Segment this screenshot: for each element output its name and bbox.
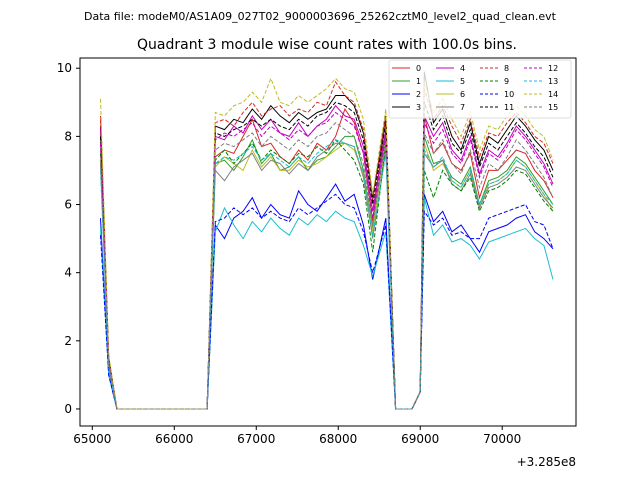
- legend-label-14: 14: [548, 90, 558, 99]
- series-line-1: [100, 132, 554, 410]
- legend-label-12: 12: [548, 64, 558, 73]
- legend-frame: [388, 59, 572, 119]
- x-axis: 65000 66000 67000 68000 69000 70000: [73, 426, 521, 446]
- series-line-14: [100, 77, 554, 410]
- chart-title: Quadrant 3 module wise count rates with …: [137, 37, 517, 53]
- plot-frame: [79, 57, 577, 427]
- y-tick-label: 4: [64, 266, 72, 280]
- series-line-9: [100, 138, 554, 410]
- legend-label-8: 8: [504, 64, 509, 73]
- series-line-15: [100, 122, 554, 410]
- x-tick-label: 65000: [73, 432, 111, 446]
- legend-label-6: 6: [460, 90, 465, 99]
- legend-label-4: 4: [460, 64, 465, 73]
- x-tick-label: 66000: [155, 432, 193, 446]
- legend-label-11: 11: [504, 103, 514, 112]
- series-line-5: [100, 197, 554, 410]
- y-axis: 0 2 4 6 8 10: [57, 61, 80, 416]
- y-tick-label: 6: [64, 198, 72, 212]
- legend-label-3: 3: [416, 103, 421, 112]
- y-tick-label: 2: [64, 334, 72, 348]
- legend-label-2: 2: [416, 90, 421, 99]
- x-tick-label: 67000: [237, 432, 275, 446]
- series-line-0: [100, 107, 554, 410]
- legend-label-10: 10: [504, 90, 514, 99]
- legend-label-13: 13: [548, 77, 558, 86]
- series-line-4: [100, 104, 554, 410]
- y-tick-label: 0: [64, 402, 72, 416]
- series-line-10: [100, 193, 554, 410]
- x-tick-label: 69000: [401, 432, 439, 446]
- series-line-13: [100, 139, 554, 410]
- legend-label-15: 15: [548, 103, 558, 112]
- legend-label-9: 9: [504, 77, 509, 86]
- series-line-12: [100, 111, 554, 410]
- suptitle: Data file: modeM0/AS1A09_027T02_90000036…: [84, 10, 557, 23]
- legend-label-5: 5: [460, 77, 465, 86]
- x-tick-label: 70000: [483, 432, 521, 446]
- x-tick-label: 68000: [319, 432, 357, 446]
- y-tick-label: 8: [64, 129, 72, 143]
- series-line-2: [100, 183, 554, 410]
- series-line-7: [100, 142, 554, 410]
- legend-label-0: 0: [416, 64, 421, 73]
- x-offset-label: +3.285e8: [517, 455, 576, 469]
- y-tick-label: 10: [57, 61, 72, 75]
- series-lines: [100, 71, 554, 410]
- series-line-8: [100, 80, 554, 410]
- legend-label-1: 1: [416, 77, 421, 86]
- legend-label-7: 7: [460, 103, 465, 112]
- series-line-11: [100, 101, 554, 410]
